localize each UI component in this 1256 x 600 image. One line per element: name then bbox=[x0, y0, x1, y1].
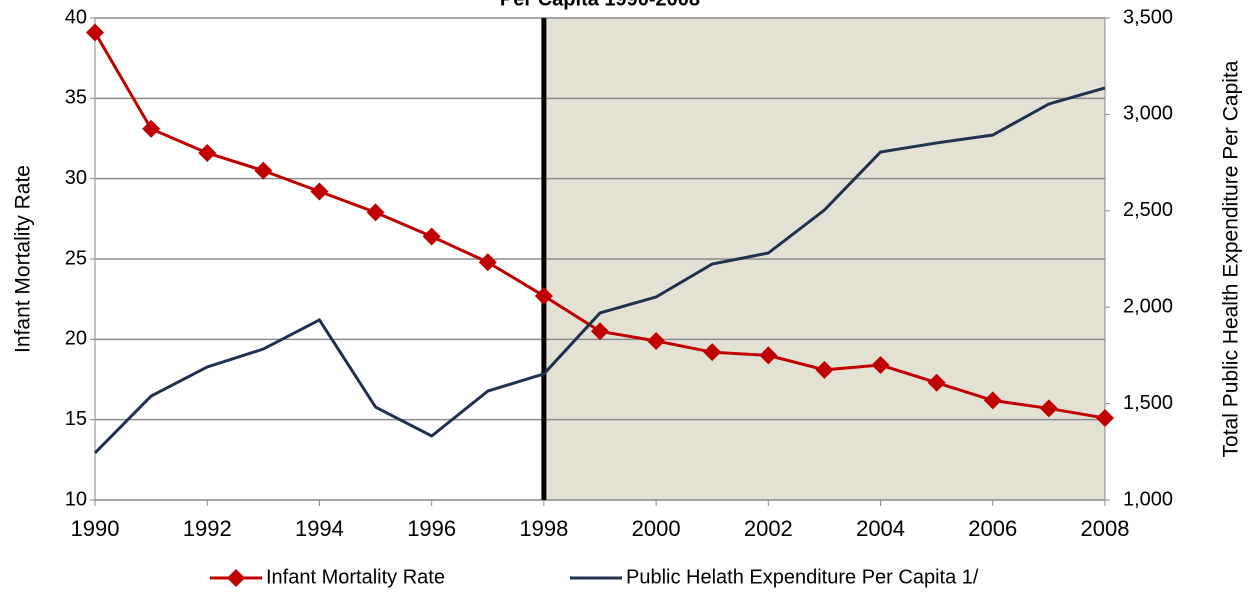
x-tick-label: 2004 bbox=[856, 516, 905, 541]
data-point bbox=[647, 331, 666, 350]
x-tick-label: 2002 bbox=[744, 516, 793, 541]
data-point bbox=[366, 203, 385, 222]
data-point bbox=[703, 343, 722, 362]
y-axis-title: Infant Mortality Rate bbox=[12, 165, 35, 353]
y2-tick-label: 1,000 bbox=[1123, 488, 1173, 510]
y2-tick-label: 3,500 bbox=[1123, 6, 1173, 28]
data-point bbox=[591, 322, 609, 341]
data-point bbox=[1096, 409, 1114, 428]
x-tick-label: 2006 bbox=[968, 516, 1017, 541]
data-point bbox=[871, 356, 890, 375]
data-point bbox=[310, 182, 329, 201]
data-point bbox=[759, 346, 778, 365]
chart-title: Per Capita 1990-2008 bbox=[500, 0, 700, 10]
data-point bbox=[478, 253, 497, 272]
x-tick-label: 1992 bbox=[183, 516, 232, 541]
data-point bbox=[1039, 399, 1058, 418]
data-point bbox=[815, 360, 834, 379]
y-tick-label: 30 bbox=[65, 167, 87, 189]
data-point bbox=[86, 23, 104, 42]
y-tick-label: 20 bbox=[65, 328, 87, 350]
data-point bbox=[534, 286, 553, 305]
series-line bbox=[93, 86, 1106, 455]
data-point bbox=[927, 373, 946, 392]
y2-tick-label: 3,000 bbox=[1123, 103, 1173, 125]
x-tick-label: 1990 bbox=[71, 516, 120, 541]
y-tick-label: 15 bbox=[65, 408, 87, 430]
data-point bbox=[142, 119, 161, 138]
y-tick-label: 40 bbox=[65, 6, 87, 28]
legend-label: Public Helath Expenditure Per Capita 1/ bbox=[626, 566, 979, 588]
data-point bbox=[983, 391, 1002, 410]
x-tick-label: 1998 bbox=[519, 516, 568, 541]
data-point bbox=[422, 227, 441, 246]
y2-tick-label: 2,000 bbox=[1123, 295, 1173, 317]
y2-axis-title: Total Public Health Expenditure Per Capi… bbox=[1220, 60, 1243, 457]
data-point bbox=[198, 143, 217, 162]
x-tick-label: 1994 bbox=[295, 516, 344, 541]
x-tick-label: 2008 bbox=[1081, 516, 1130, 541]
x-tick-label: 1996 bbox=[407, 516, 456, 541]
y-tick-label: 35 bbox=[65, 87, 87, 109]
y2-tick-label: 2,500 bbox=[1123, 199, 1173, 221]
legend-label: Infant Mortality Rate bbox=[266, 566, 445, 588]
legend-marker bbox=[227, 569, 245, 587]
x-tick-label: 2000 bbox=[632, 516, 681, 541]
y-tick-label: 10 bbox=[65, 488, 87, 510]
y-tick-label: 25 bbox=[65, 247, 87, 269]
data-point bbox=[254, 161, 273, 180]
y2-tick-label: 1,500 bbox=[1123, 392, 1173, 414]
